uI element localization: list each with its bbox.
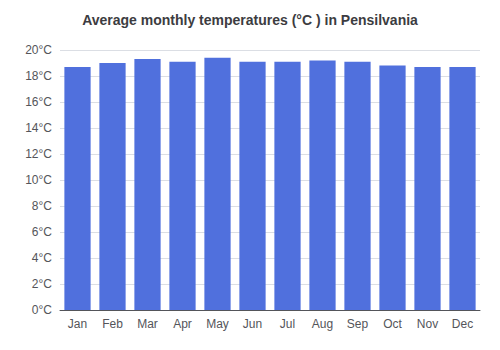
- svg-text:16°C: 16°C: [25, 95, 52, 109]
- svg-text:14°C: 14°C: [25, 121, 52, 135]
- svg-text:Jan: Jan: [68, 317, 87, 331]
- svg-text:0°C: 0°C: [32, 303, 52, 317]
- svg-text:10°C: 10°C: [25, 173, 52, 187]
- svg-text:12°C: 12°C: [25, 147, 52, 161]
- svg-text:Aug: Aug: [312, 317, 333, 331]
- svg-text:4°C: 4°C: [32, 251, 52, 265]
- svg-text:2°C: 2°C: [32, 277, 52, 291]
- svg-text:20°C: 20°C: [25, 43, 52, 57]
- svg-text:Jun: Jun: [243, 317, 262, 331]
- svg-text:May: May: [206, 317, 229, 331]
- svg-text:Sep: Sep: [347, 317, 369, 331]
- svg-text:6°C: 6°C: [32, 225, 52, 239]
- svg-text:Oct: Oct: [383, 317, 402, 331]
- svg-text:8°C: 8°C: [32, 199, 52, 213]
- svg-text:Jul: Jul: [280, 317, 295, 331]
- svg-text:Average monthly temperatures (: Average monthly temperatures (°C ) in Pe…: [82, 12, 418, 28]
- svg-text:18°C: 18°C: [25, 69, 52, 83]
- svg-text:Feb: Feb: [102, 317, 123, 331]
- svg-text:Mar: Mar: [137, 317, 158, 331]
- svg-text:Apr: Apr: [173, 317, 192, 331]
- svg-text:Dec: Dec: [452, 317, 473, 331]
- svg-text:Nov: Nov: [417, 317, 438, 331]
